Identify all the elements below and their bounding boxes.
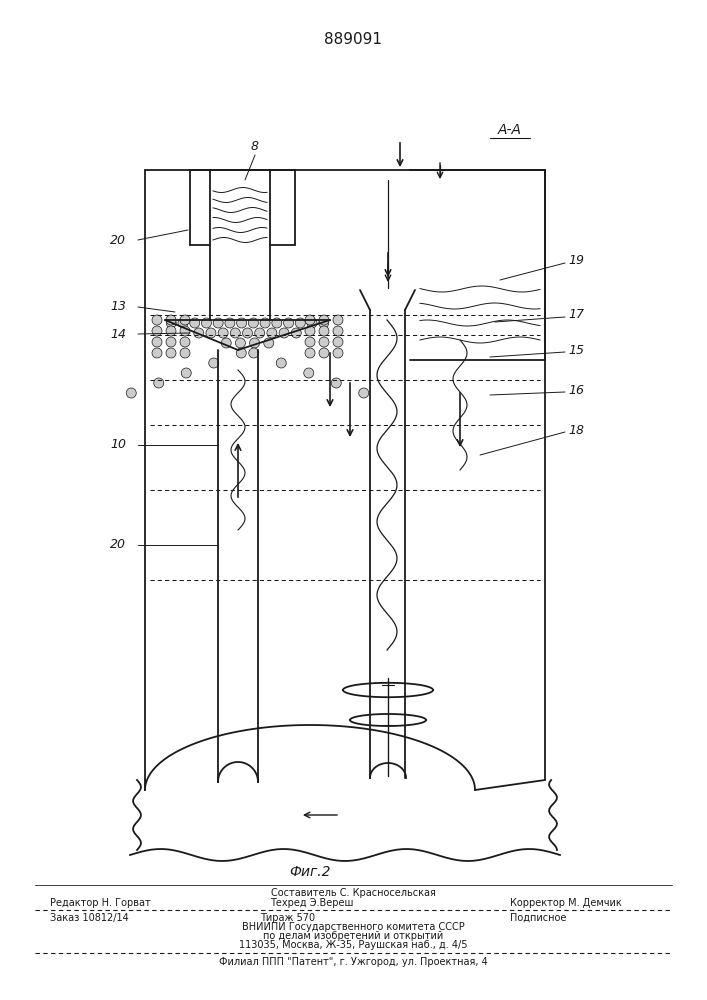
Circle shape <box>358 388 369 398</box>
Circle shape <box>206 328 216 338</box>
Circle shape <box>214 318 223 328</box>
Text: А-А: А-А <box>498 123 522 137</box>
Circle shape <box>181 368 192 378</box>
Circle shape <box>319 348 329 358</box>
Circle shape <box>333 348 343 358</box>
Circle shape <box>248 318 258 328</box>
Circle shape <box>267 328 277 338</box>
Circle shape <box>235 338 245 348</box>
Circle shape <box>221 338 231 348</box>
Text: Тираж 570: Тираж 570 <box>260 913 315 923</box>
Circle shape <box>249 348 259 358</box>
Circle shape <box>243 328 252 338</box>
Text: Заказ 10812/14: Заказ 10812/14 <box>50 913 129 923</box>
Text: 19: 19 <box>568 253 584 266</box>
Circle shape <box>166 337 176 347</box>
Circle shape <box>236 348 246 358</box>
Circle shape <box>194 328 204 338</box>
Circle shape <box>152 315 162 325</box>
Circle shape <box>319 326 329 336</box>
Circle shape <box>332 378 341 388</box>
Text: 8: 8 <box>251 140 259 153</box>
Text: 113035, Москва, Ж-35, Раушская наб., д. 4/5: 113035, Москва, Ж-35, Раушская наб., д. … <box>239 940 467 950</box>
Circle shape <box>296 318 305 328</box>
Text: 20: 20 <box>110 233 126 246</box>
Circle shape <box>264 338 274 348</box>
Circle shape <box>153 378 164 388</box>
Text: 10: 10 <box>110 438 126 452</box>
Circle shape <box>333 315 343 325</box>
Circle shape <box>152 348 162 358</box>
Circle shape <box>166 348 176 358</box>
Circle shape <box>180 337 190 347</box>
Circle shape <box>260 318 270 328</box>
Text: Составитель С. Красносельская: Составитель С. Красносельская <box>271 888 436 898</box>
Text: 13: 13 <box>110 300 126 314</box>
Text: 14: 14 <box>110 328 126 340</box>
Text: ВНИИПИ Государственного комитета СССР: ВНИИПИ Государственного комитета СССР <box>242 922 464 932</box>
Circle shape <box>319 315 329 325</box>
Circle shape <box>152 326 162 336</box>
Text: Подписное: Подписное <box>510 913 566 923</box>
Circle shape <box>305 326 315 336</box>
Circle shape <box>230 328 240 338</box>
Circle shape <box>305 315 315 325</box>
Circle shape <box>189 318 199 328</box>
Text: 15: 15 <box>568 344 584 357</box>
Text: по делам изобретений и открытий: по делам изобретений и открытий <box>263 931 443 941</box>
Circle shape <box>180 348 190 358</box>
Circle shape <box>166 326 176 336</box>
Text: Филиал ППП "Патент", г. Ужгород, ул. Проектная, 4: Филиал ППП "Патент", г. Ужгород, ул. Про… <box>218 957 487 967</box>
Circle shape <box>237 318 247 328</box>
Text: Корректор М. Демчик: Корректор М. Демчик <box>510 898 621 908</box>
Circle shape <box>319 337 329 347</box>
Circle shape <box>127 388 136 398</box>
Text: 16: 16 <box>568 383 584 396</box>
Circle shape <box>291 328 301 338</box>
Circle shape <box>255 328 264 338</box>
Circle shape <box>307 318 317 328</box>
Circle shape <box>201 318 211 328</box>
Text: 20: 20 <box>110 538 126 552</box>
Circle shape <box>304 368 314 378</box>
Text: 18: 18 <box>568 424 584 436</box>
Circle shape <box>178 318 188 328</box>
Text: 889091: 889091 <box>324 32 382 47</box>
Circle shape <box>166 318 176 328</box>
Circle shape <box>180 315 190 325</box>
Circle shape <box>218 328 228 338</box>
Circle shape <box>305 348 315 358</box>
Circle shape <box>319 318 329 328</box>
Circle shape <box>225 318 235 328</box>
Circle shape <box>333 337 343 347</box>
Circle shape <box>180 326 190 336</box>
Circle shape <box>152 337 162 347</box>
Text: Редактор Н. Горват: Редактор Н. Горват <box>50 898 151 908</box>
Circle shape <box>333 326 343 336</box>
Text: 17: 17 <box>568 308 584 322</box>
Circle shape <box>276 358 286 368</box>
Circle shape <box>250 338 259 348</box>
Text: Техред Э.Вереш: Техред Э.Вереш <box>270 898 354 908</box>
Circle shape <box>284 318 293 328</box>
Circle shape <box>279 328 289 338</box>
Circle shape <box>271 318 282 328</box>
Circle shape <box>166 315 176 325</box>
Circle shape <box>209 358 218 368</box>
Circle shape <box>305 337 315 347</box>
Text: Фиг.2: Фиг.2 <box>289 865 331 879</box>
